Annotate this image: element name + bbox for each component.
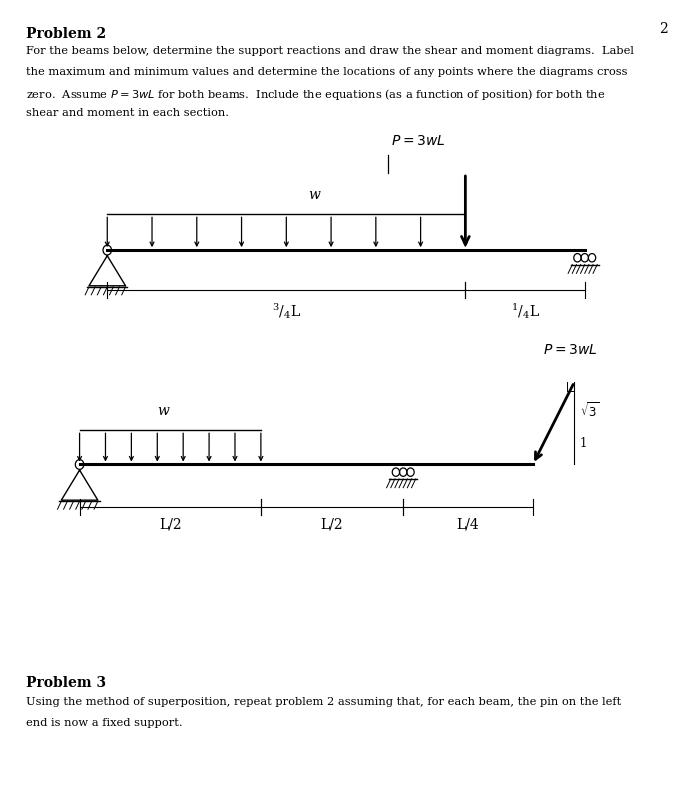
Text: the maximum and minimum values and determine the locations of any points where t: the maximum and minimum values and deter… xyxy=(26,67,628,77)
Text: Problem 3: Problem 3 xyxy=(26,676,107,691)
Text: L/4: L/4 xyxy=(457,518,480,532)
Text: $\sqrt{3}$: $\sqrt{3}$ xyxy=(580,402,599,420)
Text: end is now a fixed support.: end is now a fixed support. xyxy=(26,718,183,728)
Text: shear and moment in each section.: shear and moment in each section. xyxy=(26,108,229,118)
Text: $P = 3wL$: $P = 3wL$ xyxy=(391,134,446,148)
Text: L/2: L/2 xyxy=(320,518,343,532)
Text: 2: 2 xyxy=(659,22,668,37)
Text: $P = 3wL$: $P = 3wL$ xyxy=(543,342,598,357)
Text: 1: 1 xyxy=(580,437,588,450)
Text: $\mathregular{^3/_4}$L: $\mathregular{^3/_4}$L xyxy=(272,301,301,321)
Text: Using the method of superposition, repeat problem 2 assuming that, for each beam: Using the method of superposition, repea… xyxy=(26,697,621,707)
Text: Problem 2: Problem 2 xyxy=(26,27,107,41)
Text: w: w xyxy=(308,187,320,202)
Text: For the beams below, determine the support reactions and draw the shear and mome: For the beams below, determine the suppo… xyxy=(26,46,634,56)
Text: $\mathregular{^1/_4}$L: $\mathregular{^1/_4}$L xyxy=(511,301,540,321)
Text: w: w xyxy=(157,403,170,418)
Text: L/2: L/2 xyxy=(159,518,181,532)
Text: zero.  Assume $P = 3wL$ for both beams.  Include the equations (as a function of: zero. Assume $P = 3wL$ for both beams. I… xyxy=(26,87,606,102)
